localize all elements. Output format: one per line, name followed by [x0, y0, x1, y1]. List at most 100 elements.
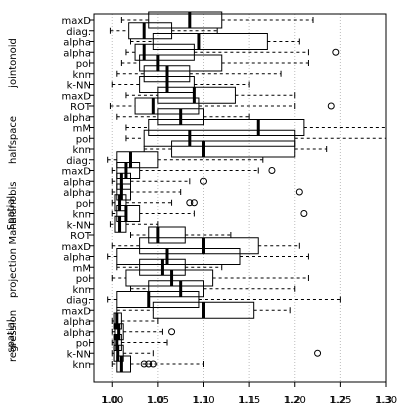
- box-iqr: [116, 172, 131, 190]
- outlier-point: [168, 328, 176, 336]
- group-label: regression: [8, 310, 19, 362]
- box-iqr: [171, 140, 296, 158]
- group-label: halfspace: [8, 116, 19, 164]
- outlier-point: [140, 360, 148, 368]
- box-alpha: [111, 323, 176, 341]
- box-mm: [116, 258, 223, 276]
- outlier-point: [149, 360, 157, 368]
- box-k-nn: [111, 344, 322, 362]
- box-mm: [125, 119, 387, 136]
- box-knn: [143, 140, 328, 158]
- x-tick-label: 1.25: [329, 395, 351, 406]
- outlier-point: [327, 102, 335, 110]
- box-k-nn: [111, 76, 250, 93]
- category-label: diag.: [66, 296, 91, 307]
- group-label: spatial: [6, 319, 17, 352]
- box-knn: [111, 205, 308, 222]
- x-tick-label: 1.1: [194, 395, 210, 406]
- box-iqr: [116, 162, 141, 179]
- x-tick-label: 1.2: [285, 395, 301, 406]
- x-ticks: 1.001.0 1.051.0 1.101.1 1.151.1 1.201.2 1.251…: [101, 382, 397, 406]
- category-label: pol: [76, 199, 91, 210]
- box-alpha: [125, 43, 340, 61]
- x-tick-label: 1.20: [284, 395, 306, 406]
- box-iqr: [148, 119, 305, 136]
- box-iqr: [148, 226, 186, 244]
- category-label: diag.: [66, 27, 91, 38]
- x-tick-label: 1.3: [376, 395, 392, 406]
- x-tick-label: 1.10: [192, 395, 214, 406]
- box-iqr: [139, 237, 259, 255]
- box-iqr: [116, 183, 131, 201]
- category-labels: maxDdiag.alphaalphapolknnk-NNmaxDROTalph…: [62, 16, 92, 371]
- category-label: ROT: [70, 231, 92, 242]
- box-iqr: [125, 269, 214, 287]
- group-label: jointonoid: [8, 38, 19, 89]
- x-tick-label: 1.00: [101, 395, 123, 406]
- group-label: projection: [8, 248, 19, 298]
- box-iqr: [134, 97, 200, 115]
- category-label: alpha: [63, 188, 91, 199]
- box-diag-: [107, 291, 341, 308]
- category-label: knn: [73, 360, 91, 371]
- box-knn: [116, 65, 282, 83]
- box-iqr: [148, 280, 204, 298]
- category-label: pol: [76, 274, 91, 285]
- x-tick-label: 1.15: [238, 395, 260, 406]
- outlier-point: [295, 188, 303, 196]
- category-label: maxD: [62, 242, 92, 253]
- box-maxd: [111, 237, 300, 255]
- category-label: maxD: [62, 167, 92, 178]
- box-iqr: [134, 43, 195, 61]
- plot-frame: [93, 13, 387, 383]
- category-label: knn: [73, 145, 91, 156]
- outlier-point: [332, 48, 340, 56]
- box-maxd: [120, 11, 314, 29]
- box-maxd: [125, 86, 296, 104]
- outlier-point: [268, 167, 276, 174]
- box-k-nn: [109, 215, 159, 233]
- category-label: mM: [73, 263, 91, 274]
- category-label: maxD: [62, 16, 92, 27]
- x-tick-label: 1.30: [375, 395, 397, 406]
- x-tick-label: 1.0: [148, 395, 164, 406]
- x-tick-label: 1.0: [102, 395, 118, 406]
- box-iqr: [143, 129, 296, 147]
- box-pol: [120, 54, 309, 72]
- category-label: knn: [73, 285, 91, 296]
- box-maxd: [111, 162, 276, 179]
- category-label: alpha: [63, 38, 91, 49]
- box-alpha: [107, 248, 309, 265]
- category-label: pol: [76, 59, 91, 70]
- box-alpha: [130, 33, 300, 50]
- x-tick-label: 1.2: [330, 395, 346, 406]
- category-label: k-NN: [67, 349, 91, 360]
- group-label: Spatial: [6, 196, 17, 230]
- grid-lines: [111, 14, 387, 382]
- outlier-point: [190, 199, 198, 207]
- box-iqr: [116, 151, 159, 169]
- box-pol: [111, 194, 198, 212]
- box-iqr: [128, 22, 173, 40]
- category-label: alpha: [63, 113, 91, 124]
- x-tick-label: 1.1: [239, 395, 255, 406]
- category-label: alpha: [63, 177, 91, 188]
- box-diag-: [107, 151, 264, 169]
- category-label: diag.: [66, 156, 91, 167]
- category-label: k-NN: [67, 81, 91, 92]
- category-label: maxD: [62, 91, 92, 102]
- box-rot: [130, 226, 232, 244]
- outlier-point: [145, 360, 153, 368]
- y-ticks: [89, 19, 94, 365]
- box-diag-: [109, 22, 218, 40]
- x-tick-label: 1.05: [147, 395, 169, 406]
- box-iqr: [157, 86, 236, 104]
- box-layer: [107, 11, 387, 373]
- category-label: ROT: [70, 102, 92, 113]
- box-pol: [111, 269, 309, 287]
- box-iqr: [152, 33, 268, 50]
- outlier-point: [300, 210, 308, 217]
- category-label: alpha: [63, 48, 91, 59]
